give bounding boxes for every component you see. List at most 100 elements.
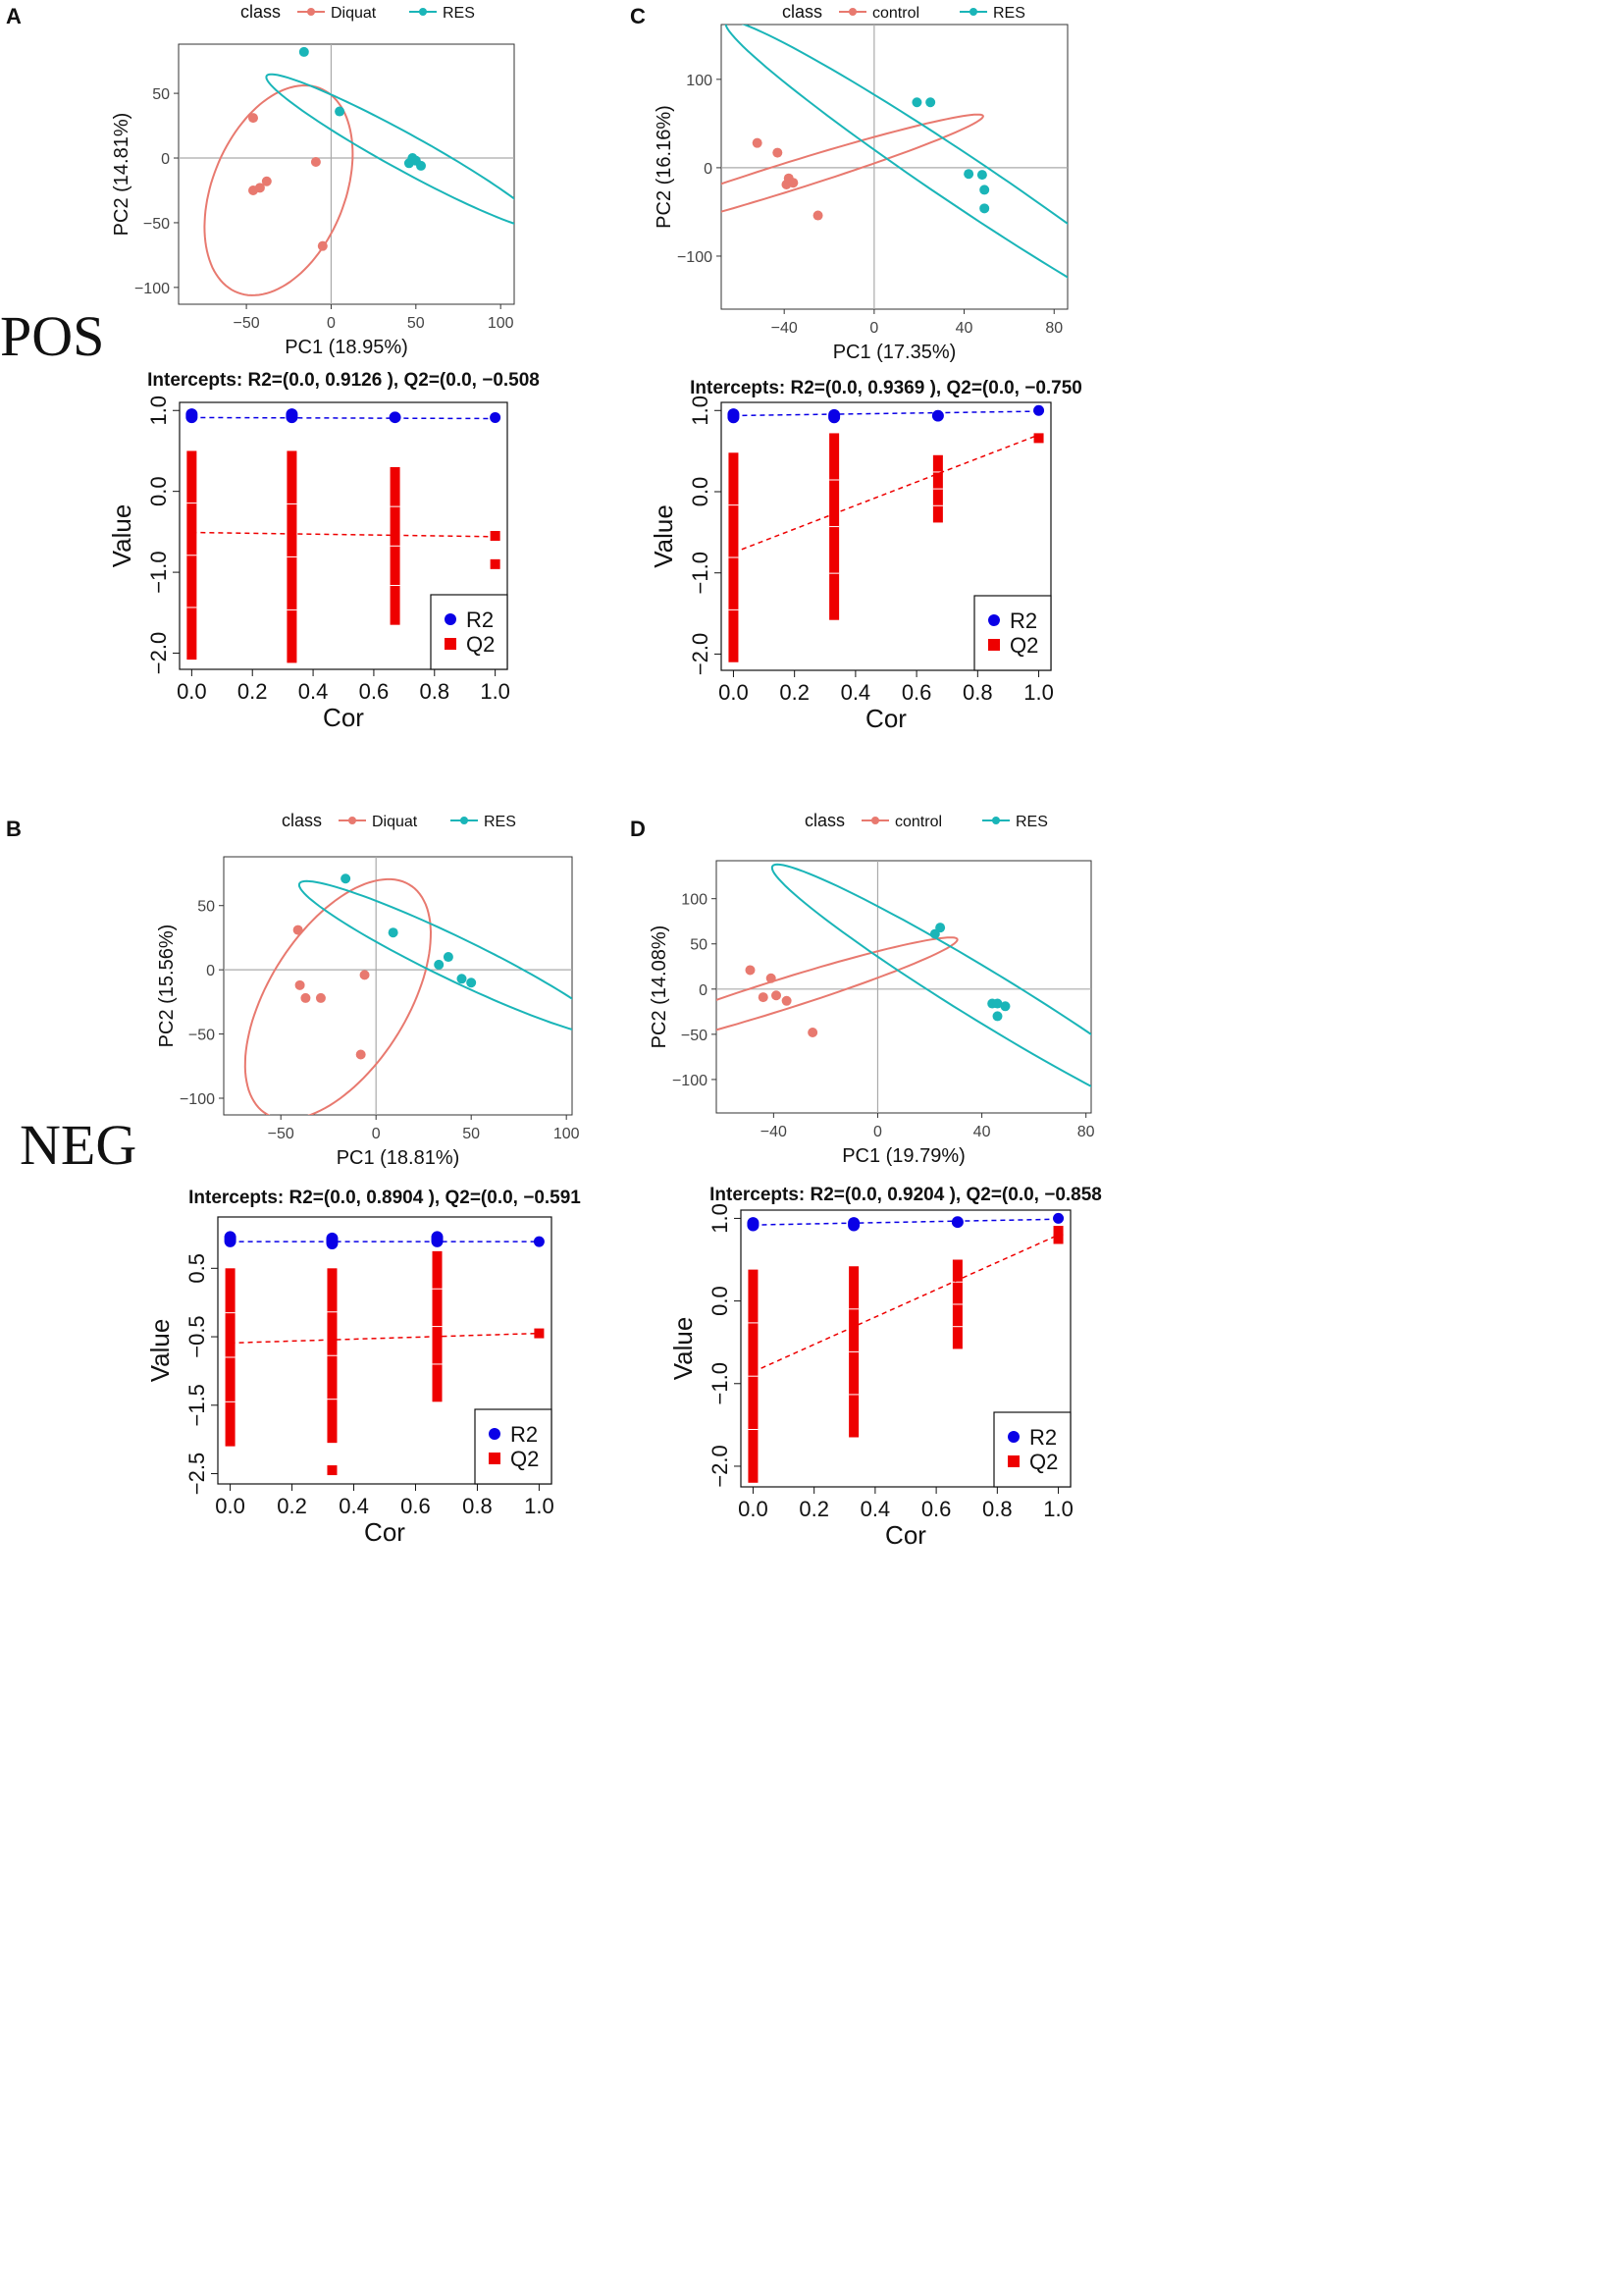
point-res bbox=[456, 974, 467, 984]
mode-label-pos: POS bbox=[0, 304, 104, 368]
point-diquat bbox=[317, 240, 328, 251]
plot-frame bbox=[217, 1216, 552, 1485]
confidence-ellipse-control bbox=[716, 936, 959, 1031]
point-control bbox=[765, 973, 776, 983]
x-tick-label: 0.8 bbox=[982, 1497, 1013, 1521]
legend-marker-diquat bbox=[307, 8, 315, 16]
y-tick-label: 50 bbox=[152, 86, 170, 103]
x-tick-label: 1.0 bbox=[480, 679, 510, 704]
x-tick-label: 0 bbox=[873, 1124, 882, 1140]
legend-marker-control bbox=[871, 817, 879, 824]
y-tick-label: 0 bbox=[206, 963, 215, 979]
r2-column bbox=[727, 408, 740, 424]
point-diquat bbox=[254, 183, 265, 193]
r2-regression-line bbox=[753, 1218, 1059, 1226]
r2-column bbox=[951, 1216, 964, 1229]
x-tick-label: 0.6 bbox=[400, 1494, 431, 1518]
y-tick-label: 1.0 bbox=[707, 1203, 732, 1234]
point-res bbox=[992, 1011, 1003, 1022]
y-tick-label: −2.0 bbox=[688, 633, 712, 675]
plot-area bbox=[721, 25, 1068, 279]
legend-marker-control bbox=[849, 8, 857, 16]
point-res bbox=[434, 959, 445, 970]
legend-marker-r2 bbox=[988, 614, 1000, 626]
r2-regression-line bbox=[191, 416, 496, 420]
y-axis-label: PC2 (16.16%) bbox=[654, 105, 675, 229]
legend-label-q2: Q2 bbox=[1010, 633, 1038, 658]
confidence-ellipse-control bbox=[721, 113, 984, 213]
x-axis-label: PC1 (17.35%) bbox=[833, 342, 957, 363]
confidence-ellipse-res bbox=[770, 863, 1091, 1088]
point-diquat bbox=[292, 925, 303, 935]
y-tick-label: −1.0 bbox=[146, 551, 171, 593]
legend: class control RES bbox=[782, 2, 1025, 22]
legend-title: class bbox=[240, 2, 281, 22]
panel-label-d: D bbox=[630, 817, 646, 841]
plot-frame bbox=[178, 43, 515, 305]
plot-frame bbox=[715, 860, 1092, 1114]
point-control bbox=[781, 995, 792, 1006]
y-tick-label: −50 bbox=[143, 216, 170, 233]
y-tick-label: 1.0 bbox=[146, 396, 171, 426]
x-tick-label: 0 bbox=[327, 315, 336, 332]
x-tick-label: 0.6 bbox=[921, 1497, 952, 1521]
plot-frame bbox=[720, 24, 1069, 310]
plot-frame bbox=[720, 401, 1052, 671]
point-control bbox=[812, 210, 823, 221]
x-tick-label: 0 bbox=[372, 1126, 381, 1142]
x-tick-label: 1.0 bbox=[1023, 680, 1054, 705]
x-tick-label: 0.4 bbox=[339, 1494, 369, 1518]
y-tick-label: −1.0 bbox=[688, 552, 712, 594]
x-tick-label: 50 bbox=[462, 1126, 480, 1142]
y-axis-label: Value bbox=[649, 504, 678, 568]
q2-point bbox=[1053, 1234, 1064, 1244]
y-tick-label: 0.0 bbox=[707, 1286, 732, 1316]
y-tick-label: 50 bbox=[690, 937, 707, 954]
plot-area bbox=[243, 873, 572, 1115]
q2-regression-line bbox=[191, 531, 496, 538]
y-axis-label: Value bbox=[107, 504, 136, 568]
legend-label-q2: Q2 bbox=[1029, 1450, 1058, 1474]
point-diquat bbox=[355, 1049, 366, 1060]
x-axis-label: Cor bbox=[885, 1520, 926, 1550]
legend-label-diquat: Diquat bbox=[372, 814, 418, 830]
r2-point bbox=[1053, 1212, 1065, 1224]
y-tick-label: −100 bbox=[134, 281, 170, 297]
x-tick-label: −50 bbox=[234, 315, 260, 332]
q2-point bbox=[327, 1465, 338, 1476]
y-tick-label: 50 bbox=[197, 899, 215, 916]
legend-marker-q2 bbox=[988, 639, 1000, 651]
r2-column bbox=[431, 1231, 444, 1247]
y-tick-label: −2.0 bbox=[707, 1445, 732, 1487]
point-res bbox=[443, 952, 453, 963]
panel-label-b: B bbox=[6, 817, 22, 841]
plot-frame bbox=[740, 1209, 1072, 1488]
panel-label-a: A bbox=[6, 4, 22, 28]
y-tick-label: 100 bbox=[686, 73, 712, 89]
point-res bbox=[388, 927, 398, 938]
x-axis-label: PC1 (18.95%) bbox=[285, 337, 408, 358]
r2-point bbox=[533, 1236, 545, 1247]
x-tick-label: 0.6 bbox=[902, 680, 932, 705]
x-axis-label: Cor bbox=[364, 1517, 405, 1547]
legend-label-diquat: Diquat bbox=[331, 5, 377, 22]
y-tick-label: 100 bbox=[681, 892, 707, 909]
y-tick-label: 0.0 bbox=[146, 476, 171, 506]
legend-label-r2: R2 bbox=[1010, 608, 1037, 633]
x-axis-label: Cor bbox=[865, 704, 907, 733]
point-diquat bbox=[300, 992, 311, 1003]
r2-column bbox=[848, 1217, 861, 1232]
r2-regression-line bbox=[733, 410, 1039, 417]
x-tick-label: 40 bbox=[956, 320, 973, 337]
x-tick-label: 50 bbox=[407, 315, 425, 332]
B-perm-chart: Intercepts: R2=(0.0, 0.8904 ), Q2=(0.0, … bbox=[145, 1188, 581, 1547]
r2-point bbox=[1033, 404, 1045, 416]
legend-label-r2: R2 bbox=[1029, 1425, 1057, 1450]
y-tick-label: 0 bbox=[161, 151, 170, 168]
r2-column bbox=[286, 408, 298, 424]
point-diquat bbox=[359, 970, 370, 980]
y-tick-label: −2.5 bbox=[184, 1453, 209, 1495]
